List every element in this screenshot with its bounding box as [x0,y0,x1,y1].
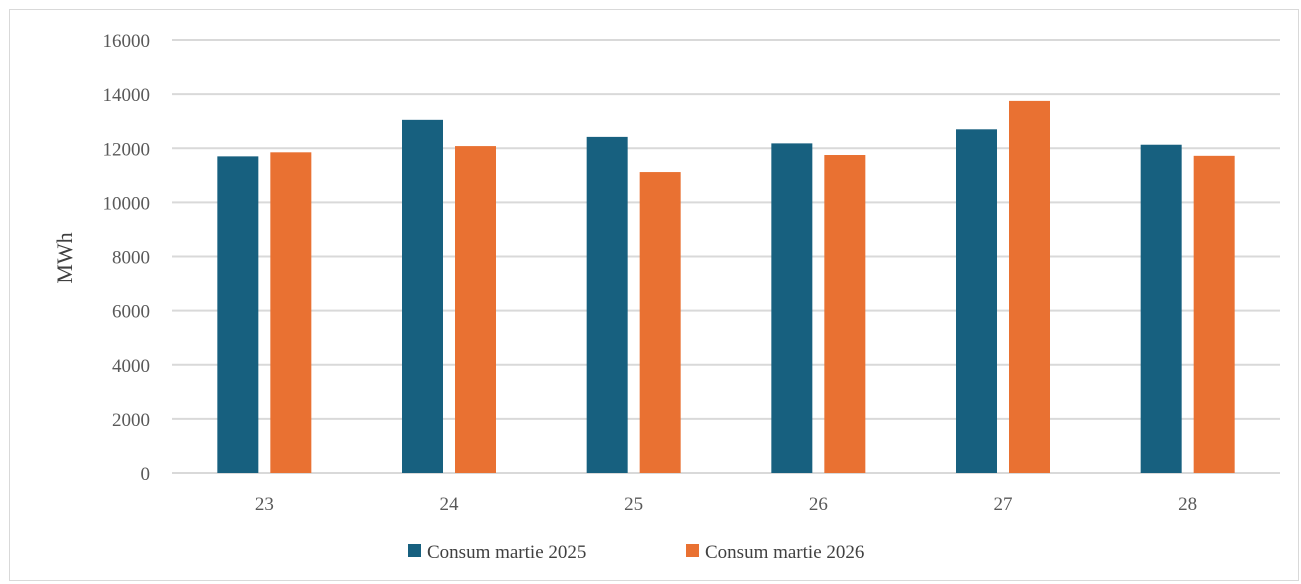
x-tick-label: 26 [809,494,828,515]
x-tick-label: 25 [624,494,643,515]
gridlines [172,39,1280,474]
legend-swatch [408,544,421,557]
bar-series-1-25 [586,136,628,474]
y-axis-title: MWh [52,232,77,283]
bar-series-2-28 [1193,155,1235,473]
bar-series-1-26 [771,143,813,473]
x-tick-label: 28 [1178,494,1197,515]
legend-label: Consum martie 2026 [705,542,864,563]
y-tick-label: 4000 [112,356,150,377]
x-tick-label: 23 [255,494,274,515]
x-axis-ticks: 23 24 25 26 27 28 [255,494,1197,515]
bar-series-1-24 [402,119,443,473]
y-axis-ticks: 0 2000 4000 6000 8000 10000 12000 14000 16000 [103,31,151,485]
bar-series-2-23 [270,152,312,473]
y-tick-label: 16000 [103,31,151,52]
y-tick-label: 8000 [112,248,150,269]
bar-series-2-24 [455,146,496,473]
legend-label: Consum martie 2025 [427,542,586,563]
legend: Consum martie 2025 Consum martie 2026 [408,542,864,563]
y-tick-label: 10000 [103,193,151,214]
legend-swatch [686,544,699,557]
bar-series-1-28 [1140,144,1182,473]
y-tick-label: 12000 [103,139,151,160]
x-tick-label: 24 [440,494,460,515]
y-tick-label: 14000 [103,85,151,106]
bar-series-1-23 [217,156,259,473]
y-tick-label: 6000 [112,302,150,323]
bar-series-2-25 [639,172,681,473]
bars [217,100,1235,474]
bar-series-2-26 [824,155,866,473]
bar-series-1-27 [956,129,997,473]
y-tick-label: 2000 [112,410,150,431]
y-tick-label: 0 [141,464,151,485]
bar-series-2-27 [1009,100,1050,473]
x-tick-label: 27 [994,494,1013,515]
